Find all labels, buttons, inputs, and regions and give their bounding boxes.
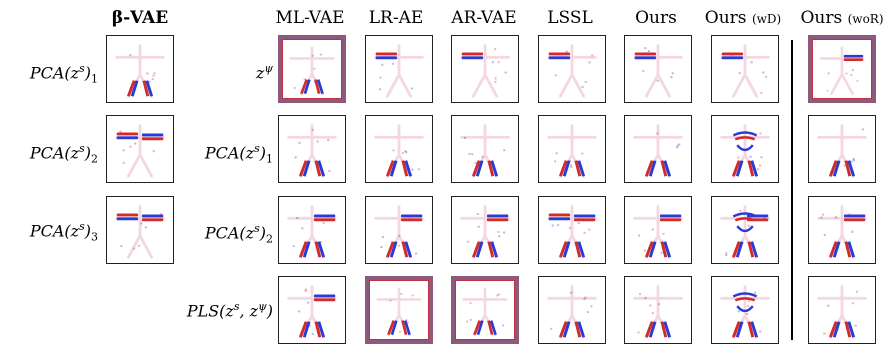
tile-ours_wd-pls (711, 276, 779, 344)
tile-ours_wd-pca2 (711, 196, 779, 264)
tile-lr_ae-pca2 (365, 196, 433, 264)
tile-ml_vae-pca2 (278, 196, 346, 264)
tile-beta_vae-pca3 (106, 196, 174, 264)
header-ml-vae: ML-VAE (275, 8, 345, 28)
column-separator (791, 40, 793, 340)
tile-ar_vae-pca1 (451, 115, 519, 183)
header-ours: Ours (635, 8, 677, 28)
tile-ours_wd-pca1 (711, 115, 779, 183)
tile-lr_ae-zpsi (365, 35, 433, 103)
header-ours-wor: Ours (woR) (800, 8, 884, 28)
left-row-label-3: PCA(zs)3 (29, 220, 98, 244)
tile-lssl-pca2 (538, 196, 606, 264)
tile-ours-zpsi (624, 35, 692, 103)
tile-ml_vae-pls (278, 276, 346, 344)
tile-ours_wor-pca1 (808, 115, 876, 183)
left-row-label-1: PCA(zs)1 (29, 62, 98, 86)
tile-ours_wor-pca2 (808, 196, 876, 264)
tile-beta_vae-pca2 (106, 115, 174, 183)
right-row-label-pca1: PCA(zs)1 (204, 142, 273, 166)
tile-ours_wor-zpsi (808, 35, 876, 103)
tile-ours-pca2 (624, 196, 692, 264)
tile-ours-pca1 (624, 115, 692, 183)
tile-ml_vae-zpsi (278, 35, 346, 103)
tile-ours_wor-pls (808, 276, 876, 344)
tile-ar_vae-pls (451, 276, 519, 344)
right-row-label-pls: PLS(zs, zψ) (186, 300, 273, 321)
header-ar-vae: AR-VAE (451, 8, 517, 28)
tile-ours-pls (624, 276, 692, 344)
left-row-label-2: PCA(zs)2 (29, 142, 98, 166)
right-row-label-pca2: PCA(zs)2 (204, 222, 273, 246)
header-lr-ae: LR-AE (368, 8, 424, 28)
tile-lssl-pca1 (538, 115, 606, 183)
header-lssl: LSSL (547, 8, 593, 28)
tile-ar_vae-zpsi (451, 35, 519, 103)
header-beta-vae: β-VAE (111, 8, 169, 28)
right-row-label-zpsi: zψ (255, 62, 273, 83)
tile-ar_vae-pca2 (451, 196, 519, 264)
tile-ours_wd-zpsi (711, 35, 779, 103)
header-ours-wd: Ours (wD) (704, 8, 782, 28)
tile-lssl-pls (538, 276, 606, 344)
tile-ml_vae-pca1 (278, 115, 346, 183)
tile-lr_ae-pls (365, 276, 433, 344)
tile-lssl-zpsi (538, 35, 606, 103)
tile-beta_vae-pca1 (106, 35, 174, 103)
tile-lr_ae-pca1 (365, 115, 433, 183)
